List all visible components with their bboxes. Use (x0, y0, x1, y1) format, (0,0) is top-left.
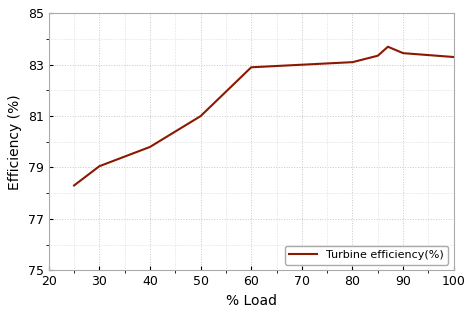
Turbine efficiency(%) (198, 114, 203, 118)
Turbine efficiency(%) (451, 55, 456, 59)
Y-axis label: Efficiency (%): Efficiency (%) (9, 94, 22, 190)
Turbine efficiency(%) (97, 164, 102, 168)
Turbine efficiency(%) (375, 54, 381, 58)
X-axis label: % Load: % Load (226, 294, 277, 308)
Turbine efficiency(%) (385, 45, 391, 49)
Turbine efficiency(%) (248, 65, 254, 69)
Turbine efficiency(%) (400, 51, 406, 55)
Turbine efficiency(%) (147, 145, 153, 149)
Line: Turbine efficiency(%): Turbine efficiency(%) (74, 47, 454, 185)
Turbine efficiency(%) (350, 60, 356, 64)
Turbine efficiency(%) (299, 63, 305, 67)
Legend: Turbine efficiency(%): Turbine efficiency(%) (285, 246, 448, 265)
Turbine efficiency(%) (71, 184, 77, 187)
